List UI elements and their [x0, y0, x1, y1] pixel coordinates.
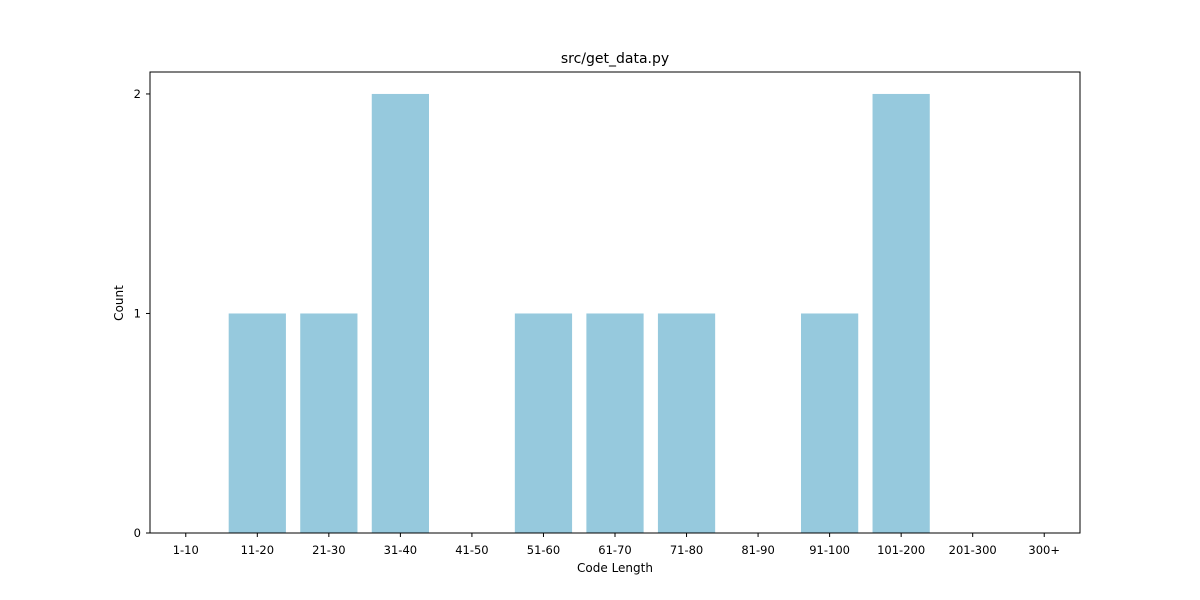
x-tick-label: 41-50 [455, 543, 488, 557]
x-tick-label: 81-90 [741, 543, 774, 557]
bar-31-40 [371, 93, 429, 533]
y-tick-label: 2 [134, 87, 141, 101]
x-tick-label: 51-60 [527, 543, 560, 557]
bar-71-80 [657, 313, 716, 533]
x-axis: 1-10 11-20 21-30 31-40 41-50 51-60 61-70 71-80 8… [173, 533, 1060, 557]
y-axis: 0 1 2 [134, 87, 150, 540]
y-tick-label: 0 [134, 526, 141, 540]
y-axis-label: Count [112, 285, 126, 321]
x-tick-label: 201-300 [949, 543, 997, 557]
x-tick-label: 91-100 [809, 543, 850, 557]
x-tick-label: 71-80 [670, 543, 703, 557]
bar-101-200 [872, 93, 930, 533]
x-axis-label: Code Length [577, 561, 653, 575]
bar-91-100 [801, 313, 859, 533]
x-tick-label: 300+ [1028, 543, 1060, 557]
bar-51-60 [514, 313, 573, 533]
y-tick-label: 1 [134, 306, 141, 320]
x-tick-label: 101-200 [877, 543, 925, 557]
bar-21-30 [300, 313, 358, 533]
x-tick-label: 31-40 [384, 543, 417, 557]
bars-group [228, 93, 930, 533]
x-tick-label: 11-20 [241, 543, 274, 557]
x-tick-label: 1-10 [173, 543, 199, 557]
x-tick-label: 21-30 [312, 543, 345, 557]
bar-11-20 [228, 313, 286, 533]
bar-61-70 [586, 313, 644, 533]
chart-title: src/get_data.py [561, 51, 669, 67]
x-tick-label: 61-70 [598, 543, 631, 557]
